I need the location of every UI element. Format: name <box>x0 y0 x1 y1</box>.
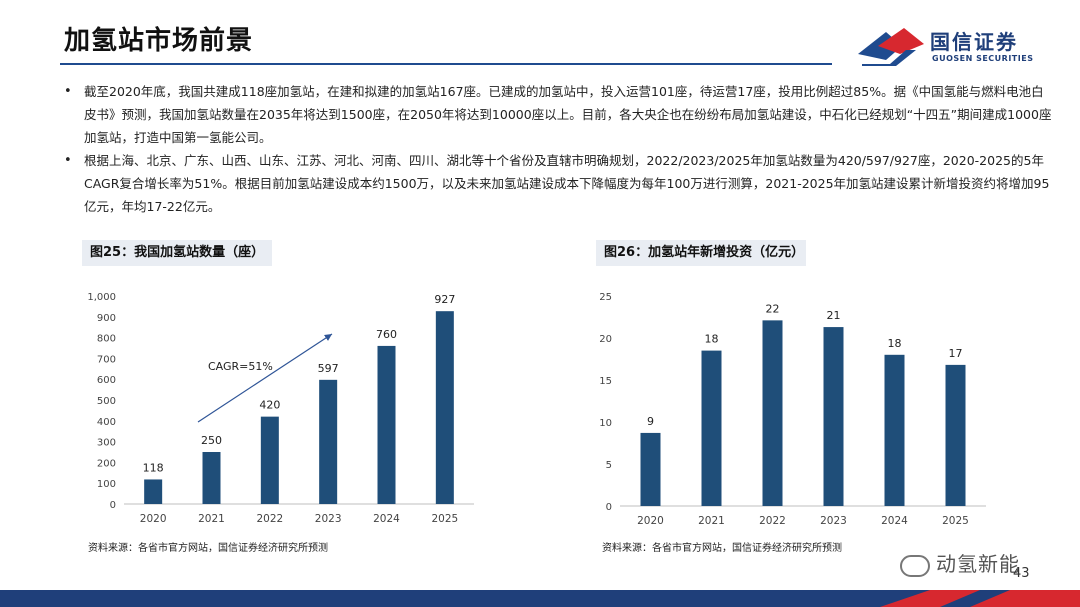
x-tick-label: 2022 <box>759 515 786 527</box>
y-tick-label: 500 <box>97 396 116 407</box>
cagr-annotation: CAGR=51% <box>208 360 273 373</box>
x-tick-label: 2025 <box>942 515 969 527</box>
data-label: 18 <box>888 337 902 350</box>
y-tick-label: 600 <box>97 375 116 386</box>
bar <box>762 320 783 506</box>
y-tick-label: 0 <box>606 502 612 513</box>
cagr-arrow <box>197 333 333 423</box>
data-label: 9 <box>647 415 654 428</box>
x-tick-label: 2021 <box>198 513 225 525</box>
x-tick-label: 2023 <box>315 513 342 525</box>
y-tick-label: 700 <box>97 354 116 365</box>
guosen-logo: 国信证券 GUOSEN SECURITIES <box>856 24 1056 68</box>
bar <box>884 354 905 506</box>
data-label: 597 <box>318 362 339 375</box>
data-label: 760 <box>376 328 397 341</box>
y-tick-label: 200 <box>97 458 116 469</box>
logo-text-cn: 国信证券 <box>930 30 1018 54</box>
bullet-item: 截至2020年底，我国共建成118座加氢站，在建和拟建的加氢站167座。已建成的… <box>62 80 1052 149</box>
y-tick-label: 800 <box>97 334 116 345</box>
x-tick-label: 2022 <box>256 513 283 525</box>
page-title: 加氢站市场前景 <box>64 26 254 56</box>
y-tick-label: 20 <box>599 334 612 345</box>
title-divider <box>60 63 832 65</box>
data-label: 118 <box>143 461 164 474</box>
bullet-list: 截至2020年底，我国共建成118座加氢站，在建和拟建的加氢站167座。已建成的… <box>62 80 1052 218</box>
y-tick-label: 15 <box>599 376 612 387</box>
data-label: 420 <box>259 399 280 412</box>
bar <box>823 327 844 506</box>
figure-caption-right: 图26：加氢站年新增投资（亿元） <box>596 240 806 266</box>
data-label: 18 <box>705 333 719 346</box>
bar <box>377 345 396 504</box>
chart-station-count-svg: 0 100 200 300 400 500 600 700 800 900 1,000 118 2020… <box>87 292 474 525</box>
data-label: 17 <box>949 347 963 360</box>
bar <box>319 379 338 504</box>
x-tick-label: 2024 <box>881 515 908 527</box>
y-tick-label: 5 <box>606 460 612 471</box>
figure-caption-left: 图25：我国加氢站数量（座） <box>82 240 272 266</box>
chart-annual-investment-svg: 0510152025920201820212220222120231820241… <box>599 292 986 527</box>
x-tick-label: 2021 <box>698 515 725 527</box>
data-label: 21 <box>827 309 841 322</box>
bar <box>945 364 966 506</box>
watermark-text: 动氢新能 <box>936 552 1020 576</box>
y-tick-label: 300 <box>97 438 116 449</box>
y-tick-label: 25 <box>599 292 612 303</box>
x-tick-label: 2025 <box>431 513 458 525</box>
x-tick-label: 2020 <box>637 515 664 527</box>
y-tick-label: 0 <box>110 500 116 511</box>
x-tick-label: 2023 <box>820 515 847 527</box>
x-tick-label: 2020 <box>140 513 167 525</box>
bar <box>144 479 163 504</box>
wechat-icon <box>900 554 930 577</box>
bar <box>202 452 221 504</box>
bar <box>640 432 661 506</box>
y-tick-label: 10 <box>599 418 612 429</box>
y-tick-label: 400 <box>97 417 116 428</box>
x-tick-label: 2024 <box>373 513 400 525</box>
source-note-right: 资料来源：各省市官方网站，国信证券经济研究所预测 <box>602 543 842 554</box>
watermark: 动氢新能 <box>900 548 1020 577</box>
chart-station-count: 0 100 200 300 400 500 600 700 800 900 1,000 118 2020… <box>82 282 482 530</box>
bar <box>260 416 279 504</box>
logo-text-en: GUOSEN SECURITIES <box>932 54 1034 63</box>
y-tick-label: 100 <box>97 479 116 490</box>
bar <box>435 311 454 504</box>
y-tick-label: 1,000 <box>87 292 116 303</box>
guosen-logo-icon <box>858 28 924 66</box>
bullet-item: 根据上海、北京、广东、山西、山东、江苏、河北、河南、四川、湖北等十个省份及直辖市… <box>62 149 1052 218</box>
chart-annual-investment: 0 5 10 15 20 25 9 2020 18 2021 22 2022 21 2023 18 2024 1… <box>596 282 996 530</box>
bar <box>701 350 722 506</box>
page-number: 43 <box>1013 566 1030 581</box>
data-label: 22 <box>766 302 780 315</box>
source-note-left: 资料来源：各省市官方网站，国信证券经济研究所预测 <box>88 543 328 554</box>
y-tick-label: 900 <box>97 313 116 324</box>
data-label: 250 <box>201 434 222 447</box>
footer-bar <box>0 590 1080 607</box>
data-label: 927 <box>434 293 455 306</box>
